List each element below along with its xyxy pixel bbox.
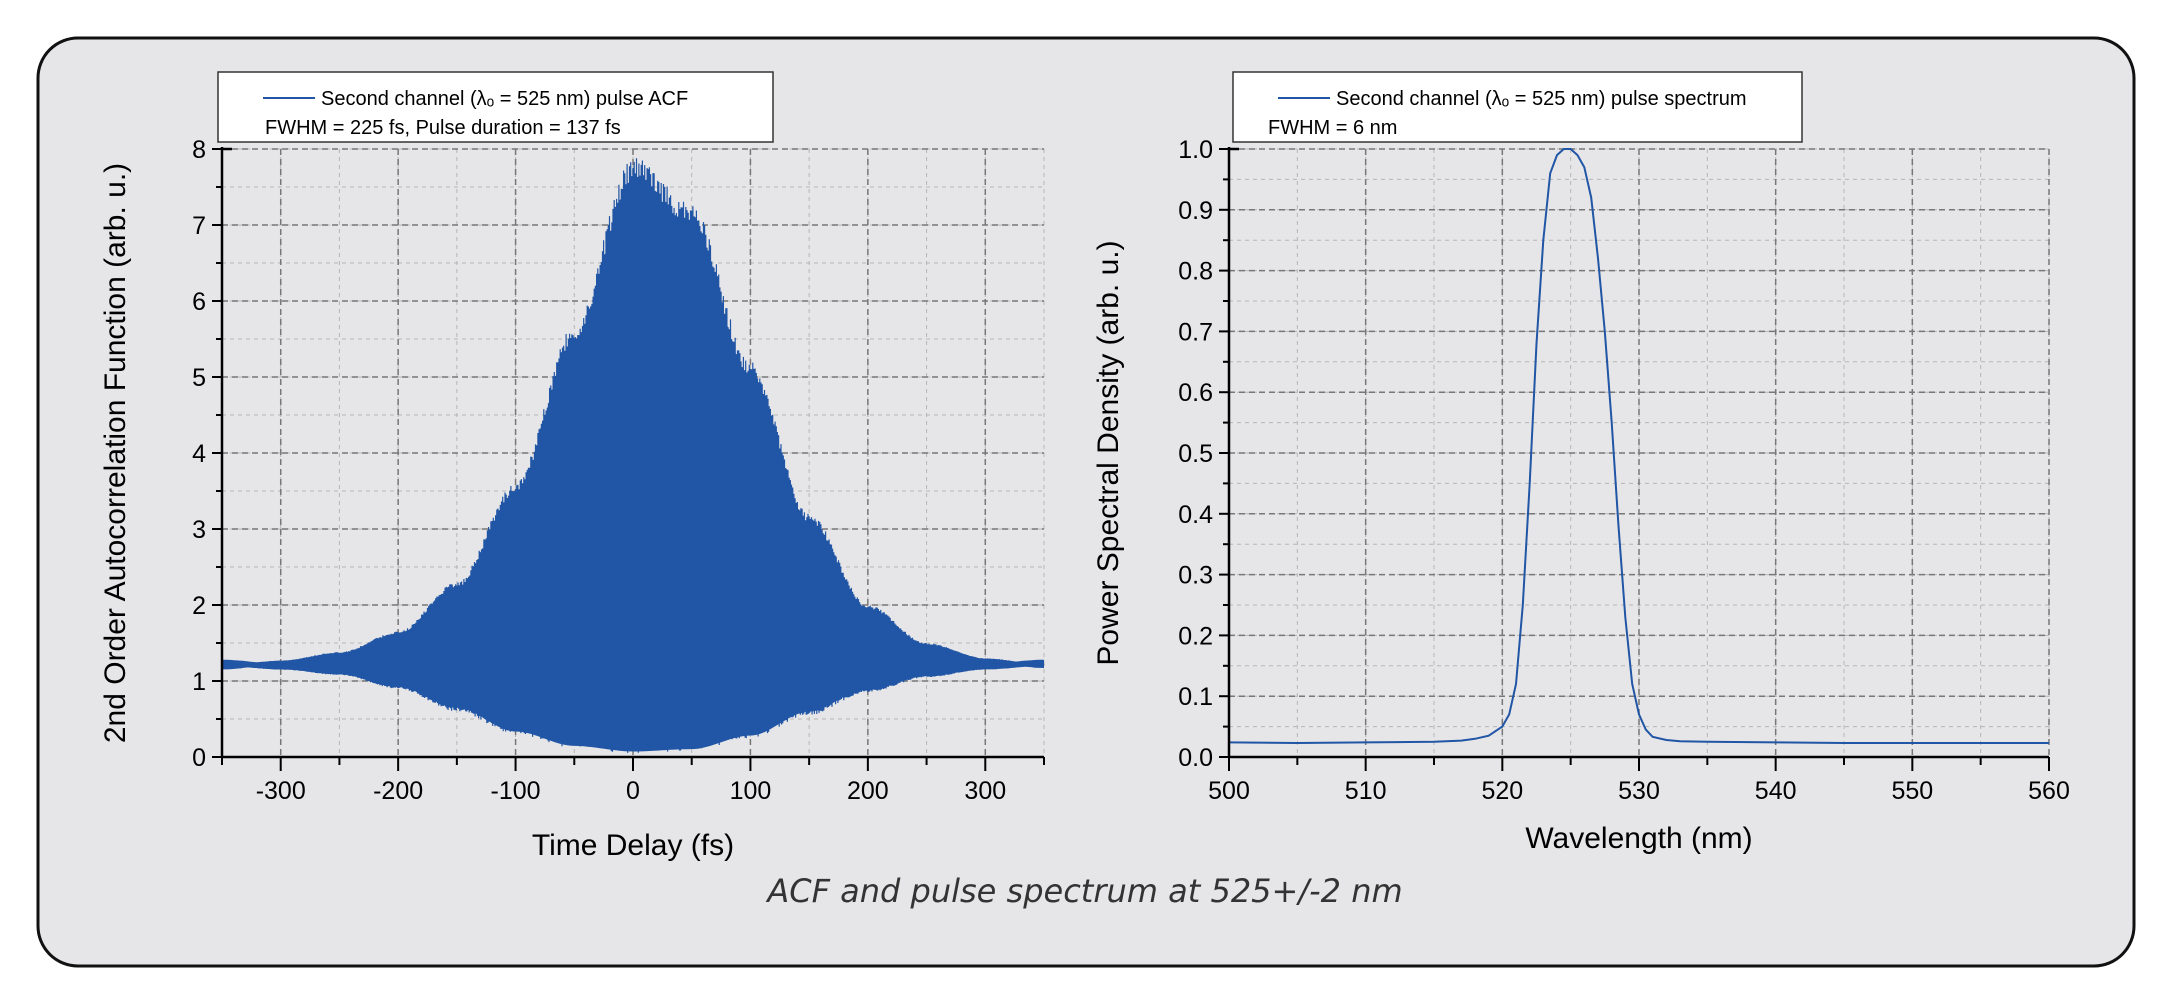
y-axis-label: Power Spectral Density (arb. u.) bbox=[1092, 240, 1125, 665]
x-tick-label: 560 bbox=[2028, 777, 2070, 805]
x-tick-label: 0 bbox=[626, 777, 640, 805]
y-tick-label: 5 bbox=[192, 364, 206, 392]
x-tick-label: 510 bbox=[1345, 777, 1387, 805]
x-tick-label: 300 bbox=[964, 777, 1006, 805]
legend-entry: Second channel (λₒ = 525 nm) pulse ACF bbox=[321, 88, 688, 110]
y-tick-label: 3 bbox=[192, 516, 206, 544]
y-tick-label: 8 bbox=[192, 136, 206, 164]
y-tick-label: 4 bbox=[192, 440, 206, 468]
acf-chart: -300 -200 -100 0 100 200 300 0 1 2 3 4 5 6 7 8 Time Dela… bbox=[99, 71, 1045, 862]
x-axis-label: Time Delay (fs) bbox=[532, 829, 734, 862]
y-tick-label: 0.1 bbox=[1178, 683, 1213, 711]
y-axis-label: 2nd Order Autocorrelation Function (arb.… bbox=[99, 163, 132, 743]
x-tick-label: 200 bbox=[847, 777, 889, 805]
y-tick-label: 0.6 bbox=[1178, 379, 1213, 407]
figure-panel bbox=[36, 36, 2136, 968]
y-tick-label: 0.3 bbox=[1178, 562, 1213, 590]
y-tick-label: 0.2 bbox=[1178, 622, 1213, 650]
y-tick-label: 0.8 bbox=[1178, 258, 1213, 286]
y-tick-label: 0.4 bbox=[1178, 501, 1213, 529]
legend-note: FWHM = 6 nm bbox=[1268, 117, 1397, 139]
legend-entry: Second channel (λₒ = 525 nm) pulse spect… bbox=[1336, 88, 1747, 110]
spectrum-line bbox=[1228, 148, 2049, 745]
y-tick-label: 0.5 bbox=[1178, 440, 1213, 468]
x-tick-label: 550 bbox=[1891, 777, 1933, 805]
spectrum-chart: 500 510 520 530 540 550 560 0.0 0.1 0.2 0.3 0.4 0.5 0… bbox=[1092, 71, 2070, 855]
legend-box bbox=[1232, 71, 1803, 143]
y-tick-label: 7 bbox=[192, 212, 206, 240]
x-tick-label: -200 bbox=[373, 777, 423, 805]
figure-caption: ACF and pulse spectrum at 525+/-2 nm bbox=[765, 872, 1402, 910]
x-tick-label: -300 bbox=[256, 777, 306, 805]
x-tick-label: 540 bbox=[1755, 777, 1797, 805]
y-tick-label: 0 bbox=[192, 744, 206, 772]
y-tick-label: 0.9 bbox=[1178, 197, 1213, 225]
acf-envelope-fill bbox=[222, 180, 1044, 752]
y-tick-label: 1 bbox=[192, 668, 206, 696]
legend-box bbox=[217, 71, 774, 143]
y-tick-label: 2 bbox=[192, 592, 206, 620]
x-tick-label: -100 bbox=[491, 777, 541, 805]
x-axis-label: Wavelength (nm) bbox=[1525, 822, 1752, 855]
x-tick-label: 500 bbox=[1208, 777, 1250, 805]
y-tick-label: 1.0 bbox=[1178, 136, 1213, 164]
y-tick-label: 6 bbox=[192, 288, 206, 316]
x-tick-label: 100 bbox=[730, 777, 772, 805]
y-tick-label: 0.0 bbox=[1178, 744, 1213, 772]
y-tick-label: 0.7 bbox=[1178, 318, 1213, 346]
legend-note: FWHM = 225 fs, Pulse duration = 137 fs bbox=[265, 117, 621, 139]
x-tick-label: 520 bbox=[1481, 777, 1523, 805]
x-tick-label: 530 bbox=[1618, 777, 1660, 805]
